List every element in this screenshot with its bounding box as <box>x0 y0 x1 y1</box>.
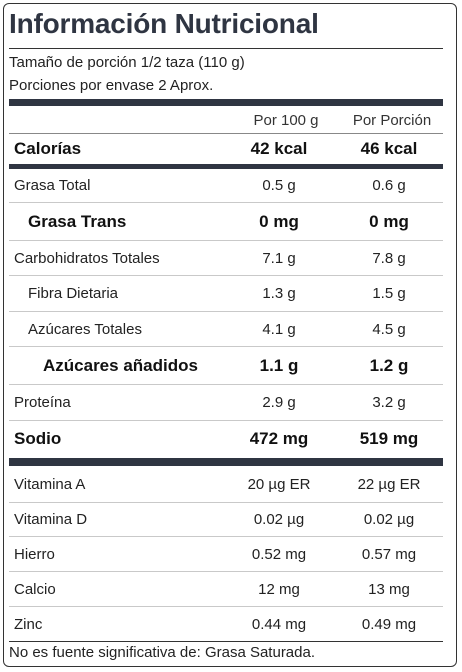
nutrient-per-serving: 1.5 g <box>372 285 406 302</box>
calories-row: Calorías 42 kcal 46 kcal <box>9 134 443 164</box>
row-divider <box>9 346 443 347</box>
nutrient-row-azucares-anadidos: Azúcares añadidos 1.1 g 1.2 g <box>9 347 443 384</box>
nutrient-label: Grasa Trans <box>28 211 127 231</box>
nutrient-label: Fibra Dietaria <box>28 285 119 302</box>
nutrient-per-100g: 2.9 g <box>262 394 296 411</box>
micronutrient-per-100g: 12 mg <box>258 580 300 598</box>
micronutrient-per-100g: 0.52 mg <box>251 545 307 563</box>
nutrient-per-100g: 0 mg <box>259 211 299 231</box>
row-divider <box>9 275 443 276</box>
calories-per-100g: 42 kcal <box>250 139 308 158</box>
nutrient-per-100g: 1.1 g <box>259 355 299 375</box>
nutrient-per-100g: 7.1 g <box>262 249 296 267</box>
row-divider <box>9 420 443 421</box>
micronutrient-thick-divider <box>9 458 443 466</box>
nutrient-per-100g: 4.1 g <box>262 320 296 338</box>
row-divider <box>9 502 443 503</box>
micronutrient-row-vitamina-a: Vitamina A 20 µg ER 22 µg ER <box>9 467 443 502</box>
micronutrient-per-serving: 0.02 µg <box>363 511 415 528</box>
header-thick-divider <box>9 99 443 106</box>
micronutrient-label: Vitamina A <box>14 476 86 493</box>
nutrient-label: Azúcares añadidos <box>43 355 198 375</box>
nutrient-row-fibra: Fibra Dietaria 1.3 g 1.5 g <box>9 276 443 311</box>
micronutrient-per-serving: 0.57 mg <box>361 545 417 563</box>
micronutrient-per-serving: 22 µg ER <box>357 476 421 493</box>
nutrient-label: Grasa Total <box>14 177 91 194</box>
micronutrient-label: Vitamina D <box>14 511 88 528</box>
nutrient-row-carbohidratos: Carbohidratos Totales 7.1 g 7.8 g <box>9 241 443 275</box>
micronutrient-label: Calcio <box>14 580 56 598</box>
footer-note: No es fuente significativa de: Grasa Sat… <box>9 644 316 661</box>
nutrient-row-proteina: Proteína 2.9 g 3.2 g <box>9 385 443 420</box>
nutrient-row-azucares-totales: Azúcares Totales 4.1 g 4.5 g <box>9 312 443 346</box>
row-divider <box>9 202 443 203</box>
column-header-per-100g: Por 100 g <box>253 112 319 129</box>
calories-thick-divider <box>9 164 443 169</box>
micronutrient-per-100g: 20 µg ER <box>247 476 311 493</box>
nutrient-label: Sodio <box>14 429 62 448</box>
row-divider <box>9 384 443 385</box>
nutrient-per-serving: 0 mg <box>369 211 409 231</box>
calories-per-serving: 46 kcal <box>360 139 418 158</box>
footer-divider <box>9 641 443 642</box>
micronutrient-label: Hierro <box>14 545 55 563</box>
nutrient-per-serving: 3.2 g <box>372 394 406 411</box>
micronutrient-per-100g: 0.02 µg <box>253 511 305 528</box>
micronutrient-per-serving: 0.49 mg <box>361 615 417 633</box>
micronutrient-row-calcio: Calcio 12 mg 13 mg <box>9 572 443 606</box>
micronutrient-per-serving: 13 mg <box>368 580 410 598</box>
column-header-per-serving: Por Porción <box>352 112 432 129</box>
row-divider <box>9 571 443 572</box>
servings-per-container: Porciones por envase 2 Aprox. <box>9 77 214 94</box>
nutrient-per-serving: 4.5 g <box>372 320 406 338</box>
nutrient-per-serving: 519 mg <box>359 429 419 448</box>
row-divider <box>9 240 443 241</box>
micronutrient-per-100g: 0.44 mg <box>251 615 307 633</box>
nutrition-facts-panel <box>3 3 457 667</box>
row-divider <box>9 311 443 312</box>
nutrient-row-sodio: Sodio 472 mg 519 mg <box>9 421 443 457</box>
nutrient-label: Azúcares Totales <box>28 320 142 338</box>
calories-label: Calorías <box>14 139 82 158</box>
nutrient-per-100g: 0.5 g <box>262 177 296 194</box>
row-divider <box>9 606 443 607</box>
nutrient-per-serving: 0.6 g <box>372 177 406 194</box>
nutrient-label: Proteína <box>14 394 71 411</box>
nutrition-title: Información Nutricional <box>9 8 319 39</box>
nutrient-per-serving: 7.8 g <box>372 249 406 267</box>
micronutrient-row-vitamina-d: Vitamina D 0.02 µg 0.02 µg <box>9 503 443 536</box>
nutrient-per-100g: 1.3 g <box>262 285 296 302</box>
micronutrient-label: Zinc <box>14 615 43 633</box>
nutrient-row-grasa-trans: Grasa Trans 0 mg 0 mg <box>9 203 443 240</box>
micronutrient-row-hierro: Hierro 0.52 mg 0.57 mg <box>9 537 443 571</box>
micronutrient-row-zinc: Zinc 0.44 mg 0.49 mg <box>9 607 443 641</box>
serving-size: Tamaño de porción 1/2 taza (110 g) <box>9 54 245 71</box>
nutrient-per-serving: 1.2 g <box>369 355 409 375</box>
nutrient-per-100g: 472 mg <box>249 429 309 448</box>
nutrient-label: Carbohidratos Totales <box>14 249 160 267</box>
nutrient-row-grasa-total: Grasa Total 0.5 g 0.6 g <box>9 169 443 202</box>
column-header-divider <box>9 133 443 134</box>
row-divider <box>9 536 443 537</box>
title-divider <box>9 48 443 49</box>
